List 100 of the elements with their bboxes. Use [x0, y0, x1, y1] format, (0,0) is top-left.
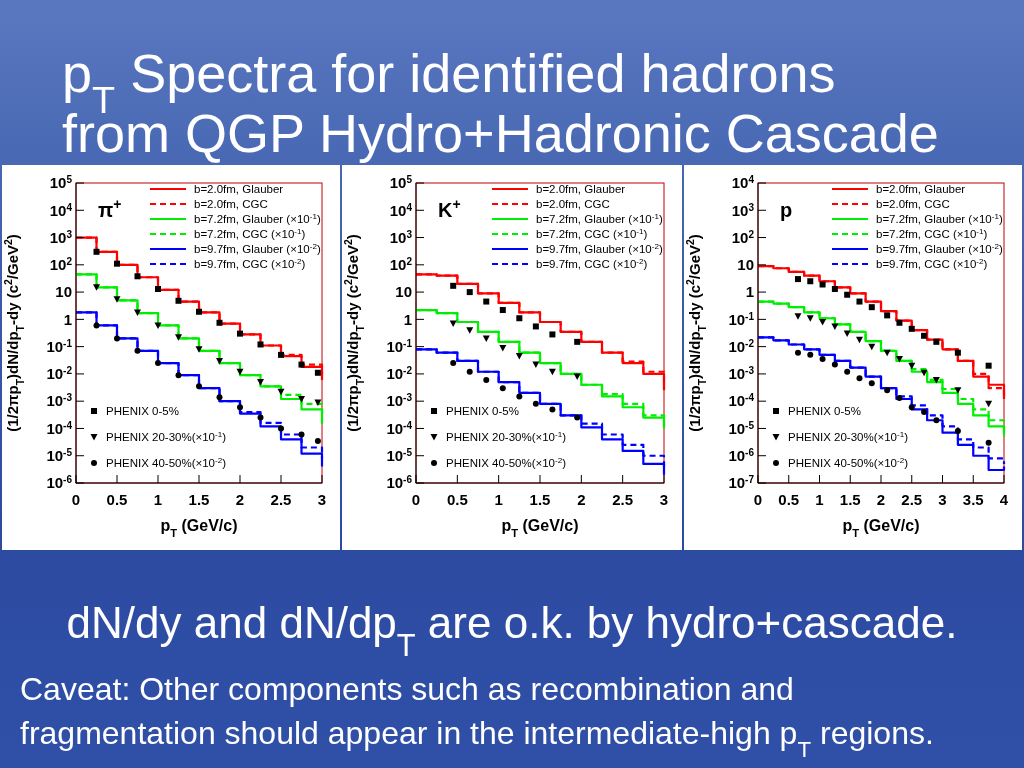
- point: [896, 319, 903, 326]
- y-tick-label: 10$^{2}$: [731, 228, 755, 246]
- legend-label: b=2.0fm, Glauber: [194, 183, 284, 196]
- point: [884, 387, 891, 394]
- point: [985, 400, 993, 408]
- point: [154, 322, 162, 329]
- x-tick-label: 0: [411, 491, 421, 508]
- point: [831, 285, 838, 292]
- legend-label: PHENIX 20-30%(×10$^{-1}$): [788, 429, 909, 444]
- point: [450, 282, 457, 289]
- legend-label: b=2.0fm, Glauber: [876, 183, 966, 196]
- point: [868, 380, 875, 387]
- x-tick-label: 1.5: [529, 491, 551, 508]
- point: [884, 312, 891, 319]
- x-tick-label: 0: [753, 491, 763, 508]
- point: [516, 393, 523, 400]
- legend-label: b=9.7fm, CGC (×10$^{-2}$): [194, 256, 306, 271]
- point: [155, 285, 161, 292]
- legend-label: b=2.0fm, CGC: [536, 198, 610, 211]
- legend-label: b=7.2fm, CGC (×10$^{-1}$): [194, 226, 306, 241]
- x-tick-label: 3: [938, 491, 947, 508]
- y-tick-label: 1: [745, 283, 754, 301]
- y-tick-label: 10$^{2}$: [389, 255, 413, 274]
- y-tick-label: 10$^{-1}$: [386, 337, 413, 355]
- point: [954, 349, 961, 356]
- point: [794, 349, 801, 356]
- point: [196, 383, 202, 390]
- point: [278, 351, 284, 358]
- y-tick-label: 10$^{-5}$: [386, 446, 413, 464]
- point: [482, 335, 490, 342]
- point: [985, 439, 992, 446]
- point: [114, 260, 120, 267]
- point: [237, 330, 243, 337]
- point: [844, 291, 851, 298]
- y-tick-label: 10$^{-5}$: [728, 419, 755, 437]
- point: [155, 360, 161, 367]
- legend-label: b=2.0fm, CGC: [876, 198, 950, 211]
- y-tick-label: 10$^{2}$: [49, 255, 73, 274]
- x-tick-label: 2: [235, 491, 245, 508]
- point: [93, 284, 100, 291]
- point: [257, 341, 264, 348]
- legend-label: b=7.2fm, CGC (×10$^{-1}$): [876, 226, 988, 241]
- point: [985, 362, 992, 369]
- point: [134, 309, 141, 316]
- point: [895, 356, 903, 363]
- point: [113, 296, 121, 303]
- point: [954, 387, 962, 394]
- x-tick-label: 0.5: [778, 491, 800, 508]
- y-tick-label: 10$^{-2}$: [728, 337, 755, 355]
- legend-label: b=7.2fm, Glauber (×10$^{-1}$): [876, 211, 1003, 226]
- y-tick-label: 10$^{-3}$: [386, 391, 413, 410]
- legend-label: b=7.2fm, CGC (×10$^{-1}$): [536, 226, 648, 241]
- point: [298, 396, 305, 403]
- point: [450, 360, 457, 367]
- x-tick-label: 1.5: [839, 491, 861, 508]
- point: [532, 323, 539, 330]
- point: [196, 308, 202, 315]
- legend-label: PHENIX 0-5%: [106, 405, 179, 418]
- point: [933, 338, 940, 345]
- text: dN/dy and dN/dp$_{T}$ are o.k. by hydro+cascade.: [66, 598, 958, 663]
- point: [499, 307, 506, 314]
- y-tick-label: 10$^{-4}$: [386, 419, 413, 437]
- x-tick-label: 0.5: [106, 491, 128, 508]
- x-axis-title: p$_{T}$ (GeV/c): [842, 517, 920, 539]
- point: [257, 379, 264, 386]
- point: [314, 399, 322, 406]
- text: p$_{T}$ Spectra for identified hadrons from QGP Hydro+Hadronic Cascade: [62, 43, 939, 163]
- point: [278, 425, 284, 432]
- point: [819, 356, 826, 363]
- point: [516, 315, 523, 322]
- legend-label: b=2.0fm, Glauber: [536, 183, 626, 196]
- annotation: p: [780, 199, 793, 221]
- x-axis-title: p$_{T}$ (GeV/c): [160, 517, 238, 539]
- x-tick-label: 4: [999, 491, 1009, 508]
- point: [868, 304, 875, 311]
- point: [574, 338, 581, 345]
- y-tick-label: 10$^{4}$: [389, 201, 413, 219]
- legend-label: PHENIX 0-5%: [788, 405, 861, 418]
- legend-label: PHENIX 20-30%(×10$^{-1}$): [446, 429, 567, 444]
- point: [216, 357, 223, 365]
- legend-label: b=9.7fm, CGC (×10$^{-2}$): [876, 256, 988, 271]
- point: [549, 331, 556, 338]
- y-tick-label: 10$^{5}$: [49, 173, 73, 192]
- point: [807, 351, 814, 358]
- point: [819, 319, 827, 326]
- legend-label: b=7.2fm, Glauber (×10$^{-1}$): [194, 211, 321, 226]
- point: [298, 431, 305, 438]
- point: [794, 276, 801, 283]
- y-tick-label: 10$^{-1}$: [728, 310, 755, 328]
- point: [93, 248, 100, 255]
- point: [175, 372, 182, 379]
- x-tick-label: 2.5: [901, 491, 923, 508]
- y-tick-label: 10$^{-4}$: [46, 419, 73, 437]
- legend-label: PHENIX 0-5%: [446, 405, 519, 418]
- y-tick-label: 10: [395, 283, 412, 301]
- legend-label: b=9.7fm, CGC (×10$^{-2}$): [536, 256, 648, 271]
- legend-label: b=9.7fm, Glauber (×10$^{-2}$): [536, 241, 663, 256]
- point: [466, 289, 473, 296]
- text: Caveat: Other components such as recombination and fragmentation should appear in the intermediate-high p$_{T}$ regions.: [20, 671, 934, 762]
- point: [920, 369, 928, 377]
